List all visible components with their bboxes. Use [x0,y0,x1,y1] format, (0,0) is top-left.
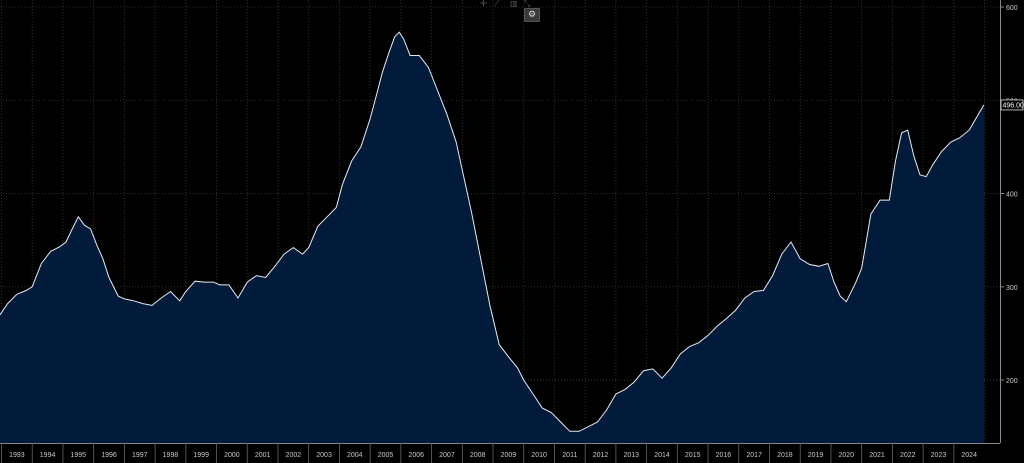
last-value-label: 496.00 [1000,99,1024,111]
y-tick-label: 300 [1006,285,1018,292]
x-tick-label: 1996 [101,452,117,459]
x-tick-label: 1998 [163,452,179,459]
x-tick-label: 1993 [9,452,25,459]
x-tick-label: 2022 [900,452,916,459]
series-area-fill [0,32,984,443]
series-area [0,31,985,443]
last-value-box [1000,99,1024,111]
x-tick-label: 2016 [716,452,732,459]
x-tick-label: 2012 [593,452,609,459]
y-tick-label: 600 [1006,5,1018,12]
crosshair-icon[interactable]: ✛ [480,0,487,8]
x-tick-label: 2018 [777,452,793,459]
draw-icon[interactable]: ⟋ [494,0,500,8]
gear-icon: ⚙ [527,10,537,20]
y-tick-label: 400 [1006,192,1018,199]
x-tick-label: 2019 [808,452,824,459]
delete-icon[interactable]: ▥ [510,0,518,8]
chart-toolbar: ✛ ⟋ ▥ ⤡ [474,0,546,20]
settings-button[interactable]: ⚙ [524,8,540,22]
x-tick-label: 2009 [501,452,517,459]
x-tick-label: 2013 [623,452,639,459]
x-tick-label: 2007 [439,452,455,459]
x-tick-label: 2000 [224,452,240,459]
series-line [0,31,985,432]
x-tick-label: 1997 [132,452,148,459]
x-tick-label: 2011 [562,452,577,459]
x-tick-label: 2004 [347,452,363,459]
zoom-icon[interactable]: ⤡ [524,0,531,8]
x-tick-label: 2002 [286,452,302,459]
last-value-text: 496.00 [1003,102,1024,109]
x-tick-label: 2020 [839,452,855,459]
x-tick-label: 2014 [654,452,670,459]
x-tick-label: 2006 [408,452,424,459]
x-tick-label: 2001 [255,452,271,459]
x-tick-label: 2008 [470,452,486,459]
y-tick-label: 200 [1006,378,1018,385]
x-tick-label: 2010 [531,452,547,459]
x-tick-label: 2023 [931,452,947,459]
x-tick-label: 1995 [71,452,87,459]
x-tick-label: 2017 [746,452,762,459]
x-tick-label: 2021 [869,452,885,459]
x-tick-label: 2024 [961,452,977,459]
x-tick-label: 2003 [316,452,332,459]
x-tick-label: 1999 [193,452,209,459]
y-axis: 200300400500600 [1000,0,1018,443]
x-tick-label: 1994 [40,452,56,459]
x-tick-label: 2005 [378,452,394,459]
x-tick-label: 2015 [685,452,701,459]
x-axis: 1993 1994 1995 1996 1997 1998 1999 2000 2001 2002… [0,443,1000,463]
